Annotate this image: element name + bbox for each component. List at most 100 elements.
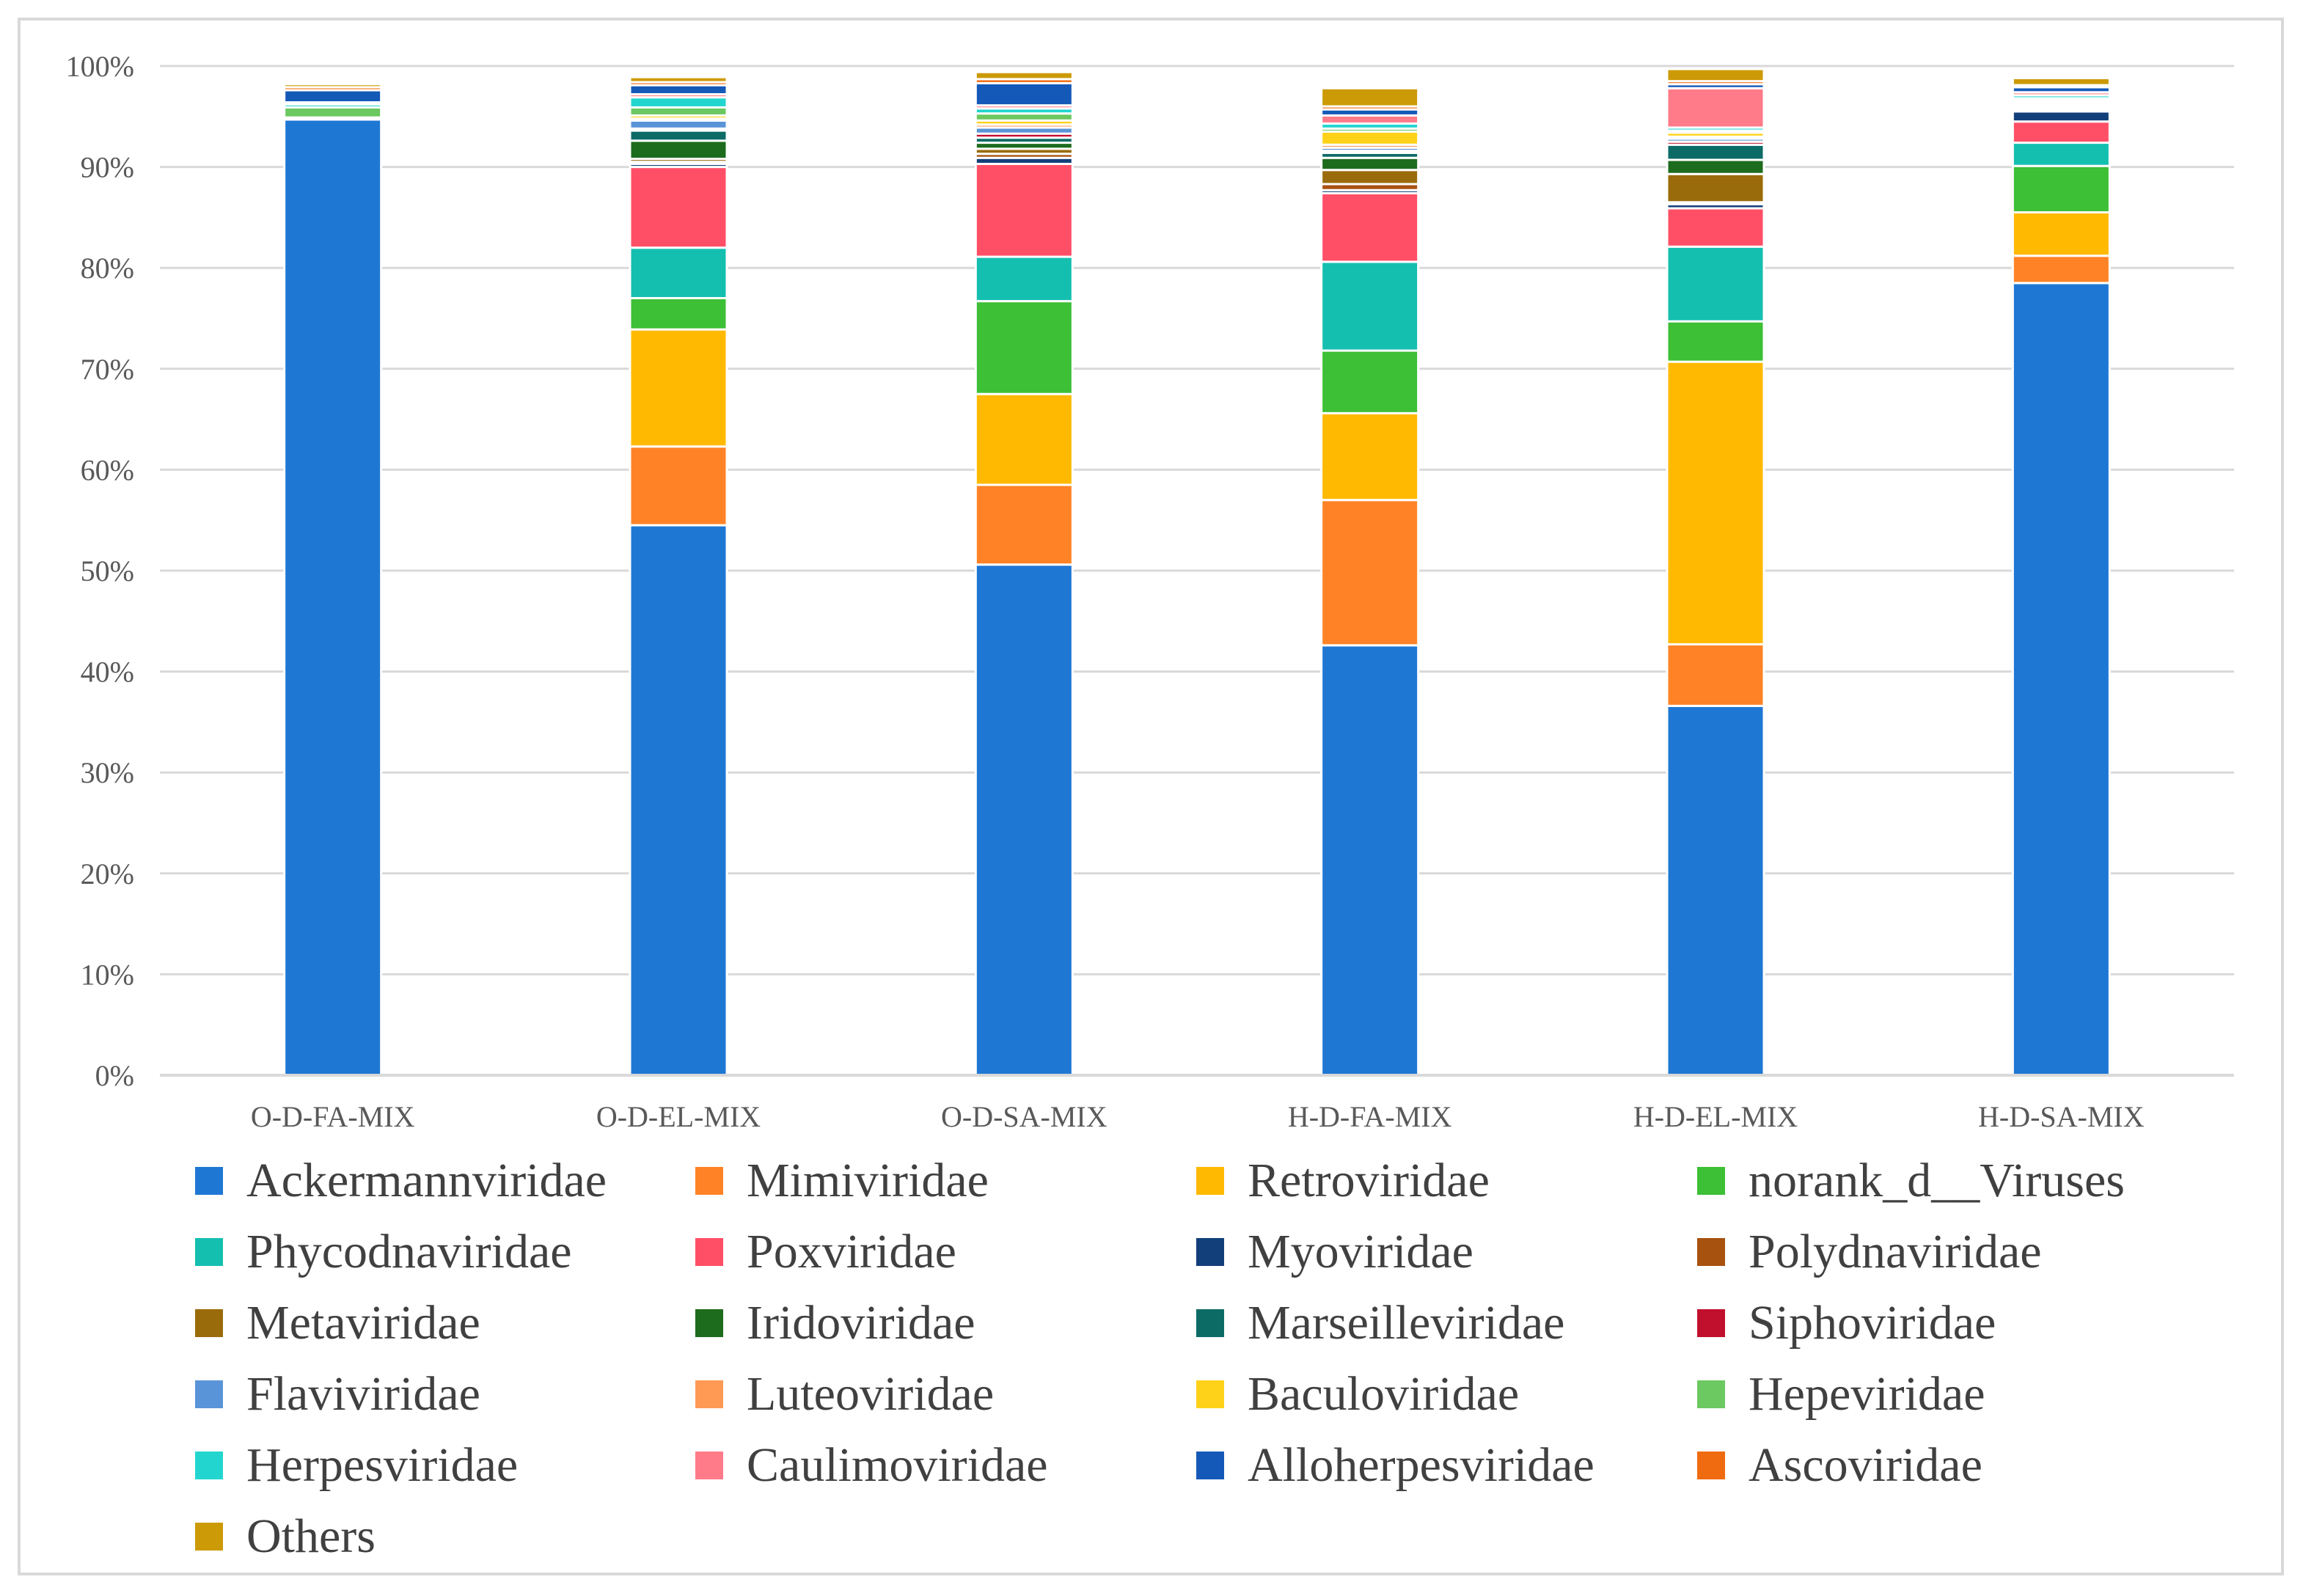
bar-segment-hepeviridae	[283, 106, 383, 119]
legend-label: Caulimoviridae	[747, 1438, 1048, 1492]
y-tick-label: 60%	[81, 453, 134, 486]
bar-segment-poxviridae	[2011, 120, 2111, 144]
legend-item: Polydnaviridae	[1697, 1218, 2042, 1286]
bar-segment-ackermannviridae	[283, 118, 383, 1077]
bar-segment-norank_d__viruses	[1320, 349, 1420, 414]
legend-item: Marseilleviridae	[1196, 1289, 1564, 1357]
bar-segment-herpesviridae	[629, 96, 728, 109]
bar-segment-myoviridae	[2011, 110, 2111, 123]
legend-swatch	[695, 1309, 723, 1337]
legend-swatch	[195, 1380, 223, 1408]
bar-segment-norank_d__viruses	[1666, 320, 1765, 363]
bar-segment-retroviridae	[629, 328, 728, 448]
bar-segment-norank_d__viruses	[2011, 164, 2111, 214]
legend-swatch	[1697, 1380, 1725, 1408]
bar-segment-hepeviridae	[629, 106, 728, 117]
legend-item: Retroviridae	[1196, 1147, 1490, 1215]
legend-label: Metaviridae	[246, 1296, 480, 1350]
legend-label: Ackermannviridae	[246, 1154, 607, 1207]
legend-swatch	[1196, 1238, 1224, 1266]
bar-segment-retroviridae	[1666, 360, 1765, 645]
legend-label: Flaviviridae	[246, 1367, 480, 1421]
y-tick-label: 10%	[81, 958, 134, 991]
legend-swatch	[1697, 1167, 1725, 1195]
bar-segment-norank_d__viruses	[974, 300, 1074, 395]
bar-segment-mimiviridae	[1320, 499, 1420, 647]
bar-segment-alloherpesviridae	[283, 89, 383, 104]
legend-item: Herpesviridae	[195, 1432, 518, 1499]
x-tick-label: H-D-FA-MIX	[1288, 1100, 1452, 1133]
legend-label: Ascoviridae	[1749, 1438, 1982, 1492]
legend-item: Caulimoviridae	[695, 1432, 1048, 1499]
y-tick-label: 0%	[95, 1059, 134, 1092]
legend-swatch	[195, 1167, 223, 1195]
legend-swatch	[1196, 1309, 1224, 1337]
legend-item: Metaviridae	[195, 1289, 480, 1357]
bar-segment-caulimoviridae	[1666, 87, 1765, 129]
bar-segment-iridoviridae	[1320, 156, 1420, 172]
bar-stack-h-d-el-mix	[1666, 67, 1765, 1077]
legend-item: Phycodnaviridae	[195, 1218, 572, 1286]
legend-item: Siphoviridae	[1697, 1289, 1996, 1357]
bar-segment-baculoviridae	[1320, 130, 1420, 146]
bars	[283, 67, 2111, 1077]
bar-segment-ackermannviridae	[629, 524, 728, 1077]
bar-segment-others	[629, 76, 728, 84]
x-tick-label: H-D-SA-MIX	[1978, 1100, 2145, 1133]
bar-segment-caulimoviridae	[1320, 114, 1420, 125]
legend-swatch	[1697, 1452, 1725, 1479]
legend-label: Luteoviridae	[747, 1367, 995, 1421]
legend-swatch	[195, 1452, 223, 1479]
legend-item: Others	[195, 1503, 376, 1570]
bar-segment-ackermannviridae	[2011, 282, 2111, 1077]
y-tick-label: 70%	[81, 353, 134, 386]
y-tick-label: 100%	[66, 50, 134, 83]
bar-segment-others	[283, 83, 383, 89]
legend-item: Baculoviridae	[1196, 1361, 1519, 1428]
y-tick-label: 40%	[81, 656, 134, 689]
legend-label: Herpesviridae	[246, 1438, 519, 1492]
stacked-bar-chart: 0% 10% 20% 30% 40% 50% 60% 70% 80% 90% 100% O-D-FA…	[66, 50, 2234, 1133]
bar-segment-phycodnaviridae	[1320, 260, 1420, 352]
bar-segment-retroviridae	[2011, 211, 2111, 257]
legend-swatch	[1697, 1309, 1725, 1337]
y-tick-label: 50%	[81, 554, 134, 587]
legend-label: Mimiviridae	[747, 1154, 989, 1207]
bar-segment-retroviridae	[974, 392, 1074, 486]
legend-swatch	[695, 1380, 723, 1408]
legend-swatch	[1196, 1380, 1224, 1408]
bar-stack-h-d-sa-mix	[2011, 77, 2111, 1077]
bar-segment-mimiviridae	[974, 483, 1074, 566]
legend-item: norank_d__Viruses	[1697, 1147, 2125, 1215]
legend-label: Marseilleviridae	[1248, 1296, 1565, 1350]
bar-segment-norank_d__viruses	[629, 296, 728, 331]
bar-segment-alloherpesviridae	[974, 81, 1074, 107]
x-tick-label: H-D-EL-MIX	[1633, 1100, 1798, 1133]
bar-stack-h-d-fa-mix	[1320, 87, 1420, 1077]
bar-stack-o-d-el-mix	[629, 76, 728, 1077]
bar-segment-others	[974, 70, 1074, 81]
legend-item: Myoviridae	[1196, 1218, 1473, 1286]
legend-swatch	[195, 1523, 223, 1551]
legend-swatch	[195, 1238, 223, 1266]
legend-swatch	[695, 1452, 723, 1479]
legend-label: Hepeviridae	[1749, 1367, 1985, 1421]
chart-frame: 0% 10% 20% 30% 40% 50% 60% 70% 80% 90% 100% O-D-FA…	[18, 18, 2284, 1575]
legend-item: Mimiviridae	[695, 1147, 989, 1215]
bar-segment-phycodnaviridae	[1666, 245, 1765, 323]
legend-label: Others	[246, 1509, 376, 1563]
bar-segment-phycodnaviridae	[629, 246, 728, 299]
y-tick-label: 20%	[81, 857, 134, 890]
legend-label: Polydnaviridae	[1749, 1225, 2042, 1278]
bar-segment-mimiviridae	[1666, 643, 1765, 707]
bar-segment-flaviviridae	[629, 119, 728, 130]
legend-swatch	[195, 1309, 223, 1337]
bar-segment-metaviridae	[1320, 169, 1420, 186]
bar-segment-ackermannviridae	[974, 563, 1074, 1077]
gridlines	[160, 65, 2234, 975]
legend-item: Hepeviridae	[1697, 1361, 1985, 1428]
legend-item: Poxviridae	[695, 1218, 956, 1286]
bar-segment-poxviridae	[629, 166, 728, 249]
bar-segment-marseilleviridae	[1666, 143, 1765, 161]
legend-item: Flaviviridae	[195, 1361, 480, 1428]
